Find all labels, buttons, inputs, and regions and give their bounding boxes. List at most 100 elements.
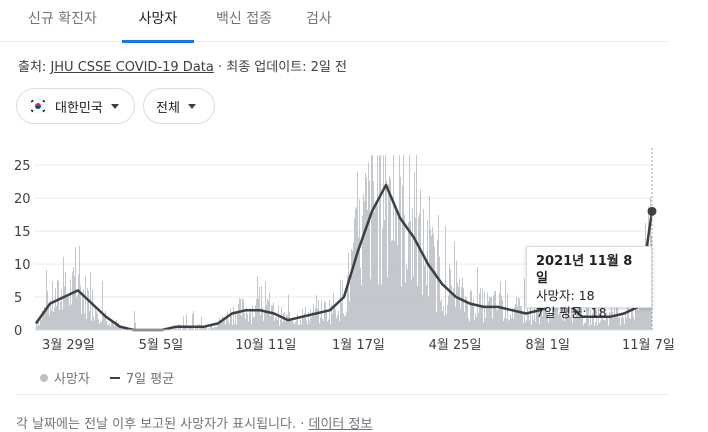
deaths-bar (212, 327, 213, 330)
deaths-bar (380, 155, 381, 330)
deaths-bar (410, 221, 411, 330)
deaths-bar (423, 208, 424, 330)
deaths-bar (190, 327, 191, 330)
deaths-bar (176, 327, 177, 330)
deaths-bar (372, 155, 373, 330)
deaths-bar (292, 320, 293, 330)
deaths-bar (446, 314, 447, 330)
deaths-bar (561, 317, 562, 330)
deaths-bar (53, 311, 54, 330)
deaths-bar (60, 301, 61, 330)
deaths-bar (302, 309, 303, 330)
deaths-bar (266, 305, 267, 330)
deaths-bar (351, 249, 352, 330)
deaths-bar (566, 298, 567, 330)
deaths-bar (506, 319, 507, 330)
x-tick-label: 5월 5일 (139, 338, 184, 353)
deaths-bar (354, 218, 355, 330)
deaths-bar (593, 306, 594, 330)
deaths-bar (570, 317, 571, 330)
deaths-bar (486, 305, 487, 330)
deaths-bar (72, 271, 73, 330)
deaths-bar (93, 316, 94, 330)
deaths-bar (465, 296, 466, 330)
deaths-bar (627, 300, 628, 330)
deaths-bar (393, 155, 394, 330)
deaths-bar (305, 306, 306, 330)
deaths-bar (489, 296, 490, 330)
deaths-bar (73, 267, 74, 330)
deaths-bar (340, 279, 341, 330)
deaths-bar (285, 321, 286, 330)
source-link[interactable]: JHU CSSE COVID-19 Data (50, 60, 214, 75)
deaths-bar (296, 320, 297, 330)
deaths-bar (568, 309, 569, 330)
deaths-bar (533, 319, 534, 330)
deaths-bar (582, 314, 583, 330)
deaths-bar (451, 285, 452, 330)
divider (16, 394, 668, 395)
deaths-bar (437, 239, 438, 330)
deaths-bar (473, 299, 474, 330)
deaths-bar (250, 308, 251, 330)
deaths-bar (406, 264, 407, 330)
deaths-bar (320, 317, 321, 330)
deaths-bar (248, 321, 249, 330)
deaths-bar (539, 323, 540, 330)
deaths-bar (390, 178, 391, 330)
deaths-bar (54, 307, 55, 330)
deaths-bar (482, 288, 483, 330)
deaths-bar (263, 320, 264, 330)
deaths-bar (215, 327, 216, 330)
deaths-bar (625, 311, 626, 330)
deaths-bar (42, 310, 43, 330)
x-tick-label: 3월 29일 (42, 338, 95, 353)
deaths-bar (67, 297, 68, 330)
deaths-bar (356, 207, 357, 330)
deaths-bar (328, 319, 329, 330)
scope-selector[interactable]: 전체 (143, 88, 215, 124)
deaths-bar (559, 311, 560, 330)
deaths-bar (59, 309, 60, 330)
data-info-link[interactable]: 데이터 정보 (308, 417, 373, 432)
deaths-bar (68, 295, 69, 330)
deaths-bar (246, 307, 247, 330)
deaths-bar (442, 311, 443, 330)
deaths-bar (490, 297, 491, 330)
deaths-bar (615, 316, 616, 330)
deaths-bar (493, 295, 494, 330)
deaths-bar (221, 321, 222, 330)
deaths-bar (405, 282, 406, 330)
deaths-bar (554, 296, 555, 330)
deaths-bar (325, 302, 326, 330)
deaths-bar (236, 324, 237, 330)
deaths-bar (587, 306, 588, 330)
deaths-bar (415, 217, 416, 330)
deaths-bar (284, 312, 285, 330)
country-label: 대한민국 (55, 100, 103, 116)
deaths-bar (515, 304, 516, 330)
deaths-bar (322, 318, 323, 330)
deaths-bar (369, 180, 370, 330)
deaths-bar (77, 295, 78, 330)
deaths-bar (226, 318, 227, 330)
deaths-bar (484, 291, 485, 330)
deaths-bar (526, 319, 527, 330)
deaths-bar (596, 310, 597, 330)
tab-vaccinations[interactable]: 백신 접종 (216, 11, 272, 27)
deaths-bar (48, 307, 49, 330)
bar-legend-icon (40, 373, 48, 382)
deaths-bar (603, 319, 604, 330)
deaths-bar (626, 317, 627, 330)
deaths-bar (611, 306, 612, 330)
country-selector[interactable]: 대한민국 (16, 88, 135, 124)
update-info: · 최종 업데이트: 2일 전 (213, 60, 347, 75)
deaths-bar (525, 321, 526, 330)
tab-deaths[interactable]: 사망자 (122, 0, 194, 43)
tab-new-cases[interactable]: 신규 확진자 (28, 11, 97, 27)
deaths-bar (411, 279, 412, 330)
tab-testing[interactable]: 검사 (306, 11, 332, 27)
deaths-bar (304, 312, 305, 330)
source-line: 출처: JHU CSSE COVID-19 Data · 최종 업데이트: 2일… (18, 56, 347, 75)
deaths-bar (562, 319, 563, 330)
